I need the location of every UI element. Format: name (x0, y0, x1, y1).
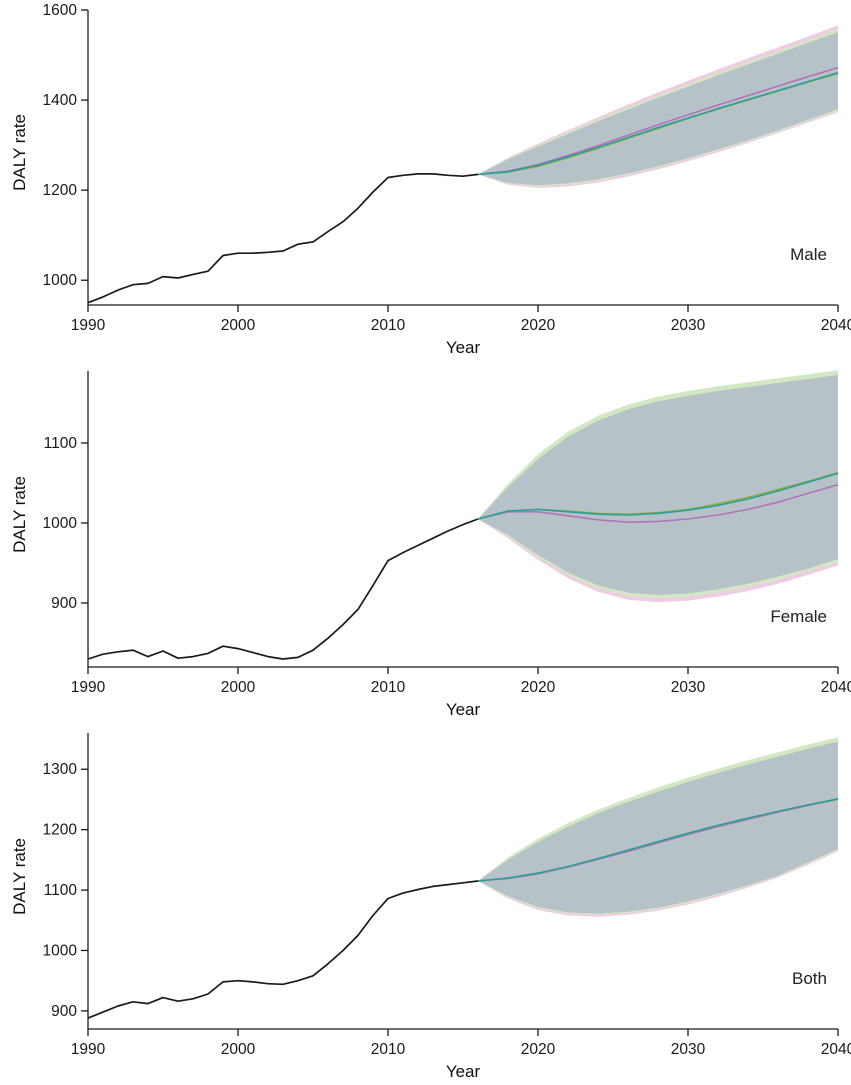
forecast-line-magenta (477, 483, 839, 523)
chart-panel-male: 1990 2000 2010 2020 2030 2040 1000 1200 1400 1600… (0, 0, 851, 361)
x-tick-label: 2040 (821, 317, 851, 334)
plot-area-male: 1990 2000 2010 2020 2030 2040 1000 1200 1400 1600 (43, 2, 851, 334)
y-tick-label: 1400 (43, 92, 78, 109)
plot-area-both: 1990 2000 2010 2020 2030 2040 900 1000 1100 1200 1… (43, 733, 851, 1058)
x-tick-label: 2020 (521, 1041, 556, 1058)
forecast-line-teal (477, 798, 839, 882)
x-tick-label: 2020 (521, 679, 556, 696)
x-tick-label: 2040 (821, 679, 851, 696)
historical-line (87, 173, 479, 304)
x-tick-label: 1990 (71, 317, 106, 334)
x-tick-label: 2030 (671, 679, 706, 696)
y-tick-label: 1100 (44, 435, 78, 452)
forecast-line-teal (477, 71, 839, 176)
forecast-band-gray-band (478, 375, 838, 595)
x-tick-label: 2000 (221, 679, 256, 696)
y-tick-label: 900 (51, 595, 77, 612)
plot-area-female: 1990 2000 2010 2020 2030 2040 900 1000 1100 (43, 370, 851, 696)
forecast-line-magenta (477, 66, 839, 176)
chart-panel-both: 1990 2000 2010 2020 2030 2040 900 1000 1100 1200 1… (0, 723, 851, 1085)
chart-panel-female: 1990 2000 2010 2020 2030 2040 900 1000 1100 DALY… (0, 361, 851, 723)
forecast-line-teal (477, 472, 839, 520)
y-tick-label: 1100 (44, 882, 78, 899)
x-tick-label: 2010 (371, 317, 406, 334)
y-tick-label: 1300 (43, 761, 78, 778)
x-tick-label: 2040 (821, 1041, 851, 1058)
x-tick-label: 2010 (371, 1041, 406, 1058)
y-tick-label: 1000 (43, 272, 78, 289)
y-tick-label: 1200 (43, 822, 78, 839)
y-tick-label: 900 (51, 1003, 77, 1020)
x-tick-label: 1990 (71, 679, 106, 696)
forecast-band-gray-band (478, 32, 838, 186)
x-tick-label: 2010 (371, 679, 406, 696)
forecast-band-gray-band (478, 741, 838, 914)
x-tick-label: 2000 (221, 1041, 256, 1058)
y-tick-label: 1000 (43, 515, 78, 532)
axes-spines (87, 10, 838, 306)
historical-line (87, 880, 479, 1019)
x-tick-label: 2030 (671, 317, 706, 334)
y-tick-label: 1200 (43, 182, 78, 199)
x-tick-label: 2000 (221, 317, 256, 334)
x-tick-label: 2030 (671, 1041, 706, 1058)
historical-line (87, 518, 479, 660)
x-tick-label: 1990 (71, 1041, 106, 1058)
x-tick-label: 2020 (521, 317, 556, 334)
y-tick-label: 1600 (43, 2, 78, 19)
y-tick-label: 1000 (43, 942, 78, 959)
